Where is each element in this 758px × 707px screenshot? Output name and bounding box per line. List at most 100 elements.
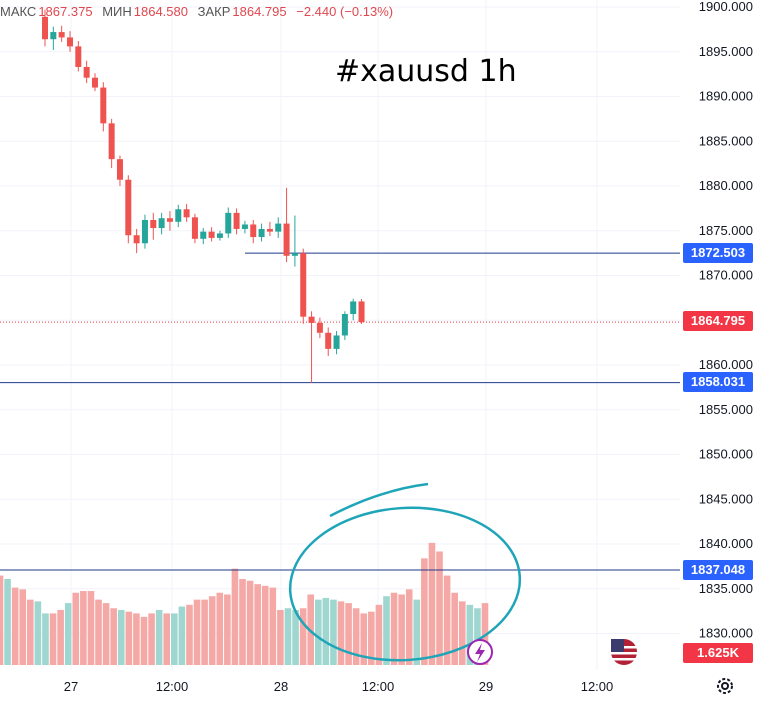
candle-body bbox=[283, 223, 290, 256]
x-axis: 27 12:00 28 12:00 29 12:00 bbox=[64, 679, 614, 694]
us-flag-icon[interactable] bbox=[611, 639, 637, 665]
chart-annotation: #xauusd 1h bbox=[335, 54, 517, 89]
volume-bar bbox=[345, 603, 352, 665]
volume-bar bbox=[337, 601, 345, 665]
volume-bar bbox=[178, 606, 186, 665]
settings-icon[interactable] bbox=[714, 675, 736, 697]
volume-bar bbox=[466, 604, 474, 665]
candle-body bbox=[150, 220, 157, 229]
volume-bar bbox=[11, 587, 19, 665]
volume-bar bbox=[383, 596, 390, 665]
y-tick-label: 1870.000 bbox=[699, 268, 753, 283]
y-grid bbox=[0, 6, 680, 634]
volume-bar bbox=[72, 592, 80, 665]
y-tick-label: 1895.000 bbox=[699, 44, 753, 59]
volume-bar bbox=[224, 594, 231, 665]
volume-bar bbox=[19, 589, 27, 665]
volume-bar bbox=[231, 568, 239, 665]
horizontal-levels[interactable] bbox=[0, 252, 680, 571]
lightning-icon[interactable] bbox=[467, 639, 493, 665]
volume-bar bbox=[125, 611, 133, 665]
x-tick-label: 29 bbox=[479, 679, 493, 694]
candle-body bbox=[175, 209, 182, 222]
candle-body bbox=[250, 224, 257, 238]
volume-bar bbox=[42, 613, 49, 665]
volume-bar bbox=[246, 580, 254, 665]
y-tick-label: 1885.000 bbox=[699, 133, 753, 148]
volume-bar bbox=[95, 599, 102, 665]
y-tick-label: 1840.000 bbox=[699, 536, 753, 551]
candle-body bbox=[158, 218, 165, 229]
candle-body bbox=[200, 231, 207, 239]
volume-bar bbox=[269, 587, 277, 665]
level-2-price-label[interactable]: 1858.031 bbox=[683, 372, 753, 392]
candle-body bbox=[50, 32, 57, 40]
level-3-price-label[interactable]: 1837.048 bbox=[683, 560, 753, 580]
y-tick-label: 1845.000 bbox=[699, 491, 753, 506]
y-tick-label: 1875.000 bbox=[699, 223, 753, 238]
volume-bar bbox=[80, 591, 87, 665]
candle-body bbox=[350, 301, 357, 314]
volume-bar bbox=[292, 609, 299, 665]
volume-bar bbox=[284, 608, 292, 665]
volume-bar bbox=[208, 596, 216, 665]
candle-body bbox=[42, 16, 48, 40]
y-axis: 1900.000 1895.000 1890.000 1885.000 1880.000… bbox=[699, 0, 753, 641]
volume-bar bbox=[474, 608, 481, 665]
volume-bar bbox=[27, 599, 34, 665]
y-tick-label: 1830.000 bbox=[699, 626, 753, 641]
y-tick-label: 1850.000 bbox=[699, 447, 753, 462]
y-tick-label: 1855.000 bbox=[699, 402, 753, 417]
volume-bar bbox=[443, 575, 451, 665]
volume-bar bbox=[330, 599, 337, 665]
volume-bar bbox=[314, 599, 322, 665]
volume-bar bbox=[148, 613, 155, 665]
candle-body bbox=[166, 218, 173, 222]
y-tick-label: 1890.000 bbox=[699, 89, 753, 104]
volume-bar bbox=[57, 609, 64, 665]
candle-body bbox=[58, 32, 65, 38]
volume-bar bbox=[254, 584, 261, 665]
volume-bar bbox=[102, 603, 110, 665]
volume-bar bbox=[34, 601, 42, 665]
candle-body bbox=[66, 37, 73, 47]
candle-body bbox=[116, 159, 123, 180]
volume-bar bbox=[398, 594, 405, 665]
volume-bar bbox=[117, 609, 125, 665]
candle-body bbox=[275, 223, 282, 232]
high-value: 1867.375 bbox=[38, 4, 93, 19]
candle-body bbox=[300, 253, 307, 317]
candle-body bbox=[133, 235, 140, 244]
candle-body bbox=[75, 46, 82, 67]
candle-body bbox=[183, 209, 190, 218]
candle-body bbox=[191, 217, 198, 239]
volume-bar bbox=[87, 591, 95, 665]
volume-bar bbox=[261, 585, 269, 665]
volume-bar bbox=[436, 551, 443, 665]
volume-bar bbox=[405, 589, 413, 665]
volume-bar bbox=[413, 599, 421, 665]
volume-bar bbox=[277, 609, 284, 665]
y-tick-label: 1835.000 bbox=[699, 581, 753, 596]
volume-bar bbox=[458, 601, 466, 665]
candle-body bbox=[100, 87, 107, 124]
close-label: ЗАКР bbox=[197, 4, 231, 19]
candle-body bbox=[141, 220, 148, 244]
hand-drawn-circle bbox=[288, 506, 522, 662]
volume-bar bbox=[186, 604, 193, 665]
volume-bar bbox=[428, 542, 436, 665]
volume-bars bbox=[0, 542, 489, 665]
volume-bar bbox=[49, 613, 57, 665]
candle-body bbox=[308, 316, 315, 323]
level-1-price-label[interactable]: 1872.503 bbox=[683, 243, 753, 263]
volume-bar bbox=[170, 613, 178, 665]
volume-bar bbox=[110, 608, 117, 665]
volume-bar bbox=[451, 592, 458, 665]
volume-bar bbox=[64, 603, 72, 665]
volume-bar bbox=[368, 611, 375, 665]
volume-bar bbox=[299, 608, 307, 665]
candle-body bbox=[291, 253, 298, 256]
x-tick-label: 12:00 bbox=[156, 679, 189, 694]
y-tick-label: 1900.000 bbox=[699, 0, 753, 14]
